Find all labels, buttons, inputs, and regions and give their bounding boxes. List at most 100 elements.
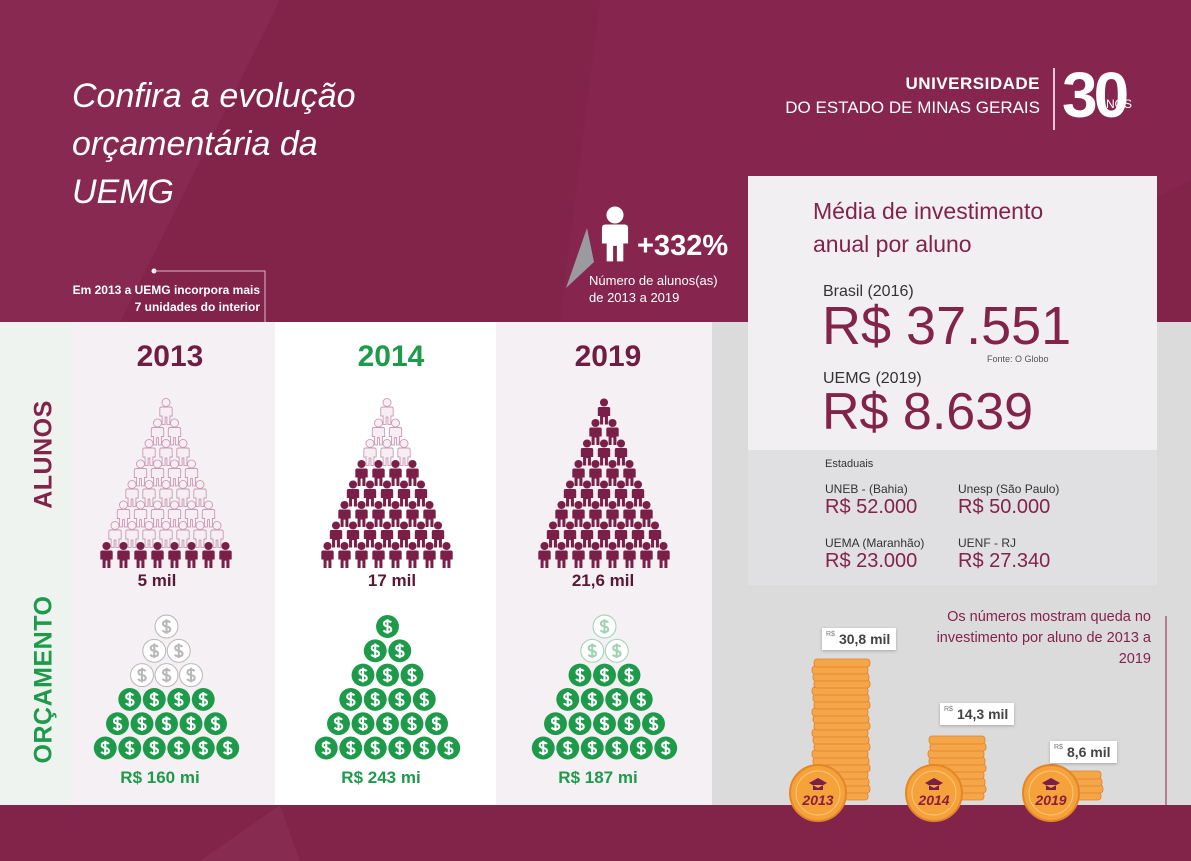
medal-year: 2019 bbox=[1034, 792, 1066, 808]
coin-icon bbox=[363, 687, 387, 711]
coin-icon bbox=[376, 615, 399, 638]
coin-label: R$ 8,6 mil bbox=[1050, 741, 1117, 763]
uemg-label: UEMG (2019) bbox=[823, 370, 922, 387]
coin-label: R$ 30,8 mil bbox=[822, 628, 897, 650]
medal-inner bbox=[1028, 770, 1074, 816]
year-heading: 2014 bbox=[357, 340, 425, 373]
coin-icon bbox=[204, 712, 227, 736]
coin-icon bbox=[363, 639, 387, 663]
currency: R$ bbox=[1054, 744, 1063, 751]
medal bbox=[1022, 764, 1080, 822]
coin-icon bbox=[118, 687, 142, 711]
medal-inner bbox=[911, 770, 957, 816]
title: Confira a evolução orçamentária da UEMG bbox=[72, 72, 356, 216]
coin-stacks: 2013 2014 2019 bbox=[789, 658, 1104, 822]
currency: R$ bbox=[826, 631, 835, 638]
coin-icon bbox=[106, 712, 129, 736]
state-name: UENF - RJ bbox=[958, 536, 1016, 550]
coin-icon bbox=[592, 614, 617, 639]
medal bbox=[789, 764, 847, 822]
coin-icon bbox=[351, 712, 375, 736]
coin-icon bbox=[580, 687, 604, 711]
logo-line: UNIVERSIDADE bbox=[905, 74, 1040, 93]
students-value: 21,6 mil bbox=[571, 571, 635, 590]
coin-value: 8,6 mil bbox=[1066, 744, 1111, 760]
logo-suffix: ANOS bbox=[1098, 97, 1133, 111]
coin-icon bbox=[617, 663, 641, 687]
students-value: 5 mil bbox=[137, 571, 177, 590]
coin-icon bbox=[167, 736, 191, 760]
logo-text: UNIVERSIDADE DO ESTADO DE MINAS GERAIS bbox=[785, 72, 1040, 120]
note-line: Em 2013 a UEMG incorpora mais bbox=[72, 283, 260, 297]
coin-icon bbox=[142, 687, 166, 711]
currency: R$ bbox=[944, 706, 953, 713]
coin-icon bbox=[166, 638, 192, 664]
coin-icon bbox=[129, 662, 155, 688]
state: Unesp (São Paulo) R$ 50.000 bbox=[958, 482, 1059, 519]
coin-icon bbox=[642, 712, 665, 736]
coin-icon bbox=[604, 638, 630, 664]
students-value: 17 mil bbox=[367, 571, 417, 590]
cap-icon bbox=[925, 778, 943, 790]
medal-year: 2013 bbox=[801, 792, 833, 808]
growth-arrow bbox=[566, 228, 594, 288]
cap-icon bbox=[1042, 778, 1060, 790]
coin-icon bbox=[531, 736, 555, 760]
note-line bbox=[154, 270, 266, 322]
coin-icon bbox=[568, 712, 592, 736]
medal-year: 2014 bbox=[917, 792, 949, 808]
coin-icon bbox=[216, 736, 240, 760]
coin-icon bbox=[314, 736, 338, 760]
logo-number: 30 bbox=[1062, 59, 1129, 131]
coin-value: 14,3 mil bbox=[956, 706, 1009, 722]
state: UNEB - (Bahia) R$ 52.000 bbox=[825, 482, 917, 519]
growth-value: +332% bbox=[637, 230, 729, 262]
coin-icon bbox=[130, 712, 154, 736]
state: UENF - RJ R$ 27.340 bbox=[958, 536, 1050, 573]
budget-value: R$ 187 mi bbox=[558, 768, 638, 787]
medal bbox=[905, 764, 963, 822]
cap-icon bbox=[809, 778, 827, 790]
state: UEMA (Maranhão) R$ 23.000 bbox=[825, 536, 924, 573]
state-value: R$ 52.000 bbox=[825, 496, 918, 518]
coin-layer bbox=[928, 735, 986, 745]
coin-icon bbox=[400, 663, 424, 687]
coin-icon bbox=[178, 662, 204, 688]
coin-icon bbox=[142, 736, 166, 760]
coin-layer bbox=[813, 658, 871, 668]
growth-caption: Número de alunos(as) de 2013 a 2019 bbox=[589, 272, 718, 306]
coin-icon bbox=[351, 663, 375, 687]
caption-line: Número de alunos(as) bbox=[589, 273, 718, 288]
row-label: ORÇAMENTO bbox=[29, 595, 58, 764]
medal-inner bbox=[795, 770, 841, 816]
coin-icon bbox=[437, 736, 461, 760]
state-name: UNEB - (Bahia) bbox=[825, 482, 908, 496]
coin-icon bbox=[179, 712, 203, 736]
coin-icon bbox=[654, 736, 678, 760]
coin-icon bbox=[93, 736, 117, 760]
uemg-value: R$ 8.639 bbox=[822, 383, 1034, 441]
coin-icon bbox=[154, 662, 179, 688]
coin-icon bbox=[629, 687, 653, 711]
logo-line: DO ESTADO DE MINAS GERAIS bbox=[785, 98, 1040, 117]
coin-icon bbox=[388, 639, 412, 663]
coin-icon bbox=[327, 712, 350, 736]
coin-icon bbox=[580, 736, 604, 760]
coin-icon bbox=[412, 736, 436, 760]
caption-line: de 2013 a 2019 bbox=[589, 290, 680, 305]
coin-value: 30,8 mil bbox=[838, 631, 891, 647]
states-heading: Estaduais bbox=[825, 458, 874, 470]
bg-shape bbox=[0, 0, 280, 322]
coin-icon bbox=[629, 736, 653, 760]
coin-icon bbox=[556, 736, 580, 760]
bg-shape bbox=[200, 805, 300, 861]
investment-card-lower bbox=[748, 450, 1157, 585]
brasil-value: R$ 37.551 bbox=[822, 296, 1072, 356]
state-value: R$ 27.340 bbox=[958, 550, 1051, 572]
coin-icon bbox=[388, 736, 412, 760]
coin-icon bbox=[593, 663, 616, 687]
coin-icon bbox=[400, 712, 424, 736]
